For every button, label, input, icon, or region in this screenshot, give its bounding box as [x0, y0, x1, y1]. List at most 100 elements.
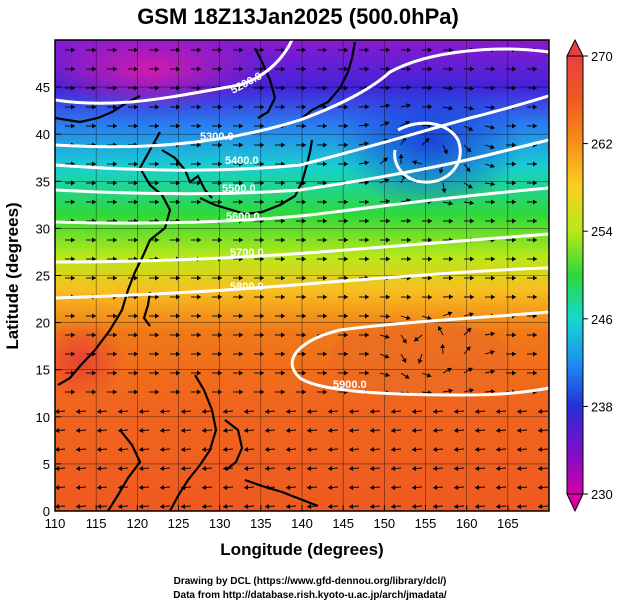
- wind-arrow-head: [76, 427, 81, 433]
- wind-arrow-head: [370, 427, 375, 433]
- wind-arrow-head: [512, 370, 516, 376]
- wind-arrow-head: [365, 47, 369, 53]
- wind-arrow-head: [176, 370, 180, 376]
- wind-arrow-head: [454, 427, 459, 433]
- wind-arrow-head: [71, 275, 75, 281]
- wind-arrow-head: [433, 503, 438, 509]
- wind-arrow-head: [307, 484, 312, 490]
- wind-arrow-head: [490, 369, 495, 375]
- wind-arrow-head: [491, 85, 495, 91]
- wind-arrow-head: [349, 503, 354, 509]
- wind-arrow-head: [155, 389, 159, 395]
- wind-arrow-head: [134, 180, 138, 186]
- wind-arrow-head: [176, 66, 180, 72]
- wind-arrow-head: [364, 104, 369, 110]
- wind-arrow-head: [426, 315, 432, 321]
- wind-arrow-head: [427, 218, 432, 224]
- wind-arrow-head: [490, 331, 495, 337]
- wind-arrow-head: [71, 351, 75, 357]
- wind-arrow-head: [427, 104, 432, 110]
- wind-arrow-head: [260, 313, 264, 319]
- wind-arrow-head: [155, 47, 159, 53]
- wind-arrow-head: [391, 465, 396, 471]
- wind-arrow-head: [496, 446, 501, 452]
- wind-arrow-head: [554, 200, 558, 205]
- wind-arrow-head: [202, 408, 207, 414]
- wind-arrow-head: [76, 484, 81, 490]
- wind-arrow-head: [302, 104, 306, 110]
- wind-arrow-head: [113, 275, 117, 281]
- wind-arrow-head: [469, 294, 474, 300]
- wind-arrow-head: [71, 85, 75, 91]
- y-axis-label: Latitude (degrees): [3, 202, 22, 349]
- wind-arrow-head: [155, 294, 159, 300]
- wind-arrow-head: [118, 446, 123, 452]
- wind-arrow-head: [490, 389, 495, 395]
- map-title: GSM 18Z13Jan2025 (500.0hPa): [137, 4, 459, 29]
- y-tick-label: 30: [36, 221, 50, 236]
- wind-arrow-head: [202, 484, 207, 490]
- credit-drawing: Drawing by DCL (https://www.gfd-dennou.o…: [174, 576, 447, 587]
- wind-arrow-head: [223, 484, 228, 490]
- wind-arrow-head: [202, 465, 207, 471]
- wind-arrow-head: [344, 66, 348, 72]
- wind-arrow-head: [533, 275, 537, 281]
- wind-arrow-head: [404, 374, 410, 379]
- wind-arrow-head: [554, 162, 558, 167]
- wind-arrow-head: [349, 446, 354, 452]
- wind-arrow-head: [412, 484, 417, 490]
- wind-arrow-head: [92, 351, 96, 357]
- wind-arrow-head: [302, 180, 306, 186]
- wind-arrow-head: [307, 503, 312, 509]
- wind-arrow-head: [97, 465, 102, 471]
- x-tick-label: 145: [332, 516, 354, 531]
- x-tick-label: 130: [209, 516, 231, 531]
- wind-arrow-head: [197, 332, 201, 338]
- wind-arrow-head: [433, 427, 438, 433]
- wind-arrow-head: [134, 66, 138, 72]
- wind-arrow-head: [491, 275, 495, 281]
- wind-arrow-head: [197, 275, 201, 281]
- contour-label: 5600.0: [226, 211, 260, 223]
- wind-arrow-head: [134, 389, 138, 395]
- wind-arrow-head: [55, 503, 60, 509]
- wind-arrow-head: [466, 328, 472, 333]
- wind-arrow-head: [302, 66, 306, 72]
- wind-arrow-head: [139, 465, 144, 471]
- wind-arrow-head: [533, 332, 537, 338]
- wind-arrow-head: [386, 237, 390, 243]
- wind-arrow-head: [328, 446, 333, 452]
- wind-arrow-head: [223, 408, 228, 414]
- wind-arrow-head: [467, 183, 473, 189]
- wind-arrow-head: [302, 218, 306, 224]
- wind-arrow-head: [496, 484, 501, 490]
- wind-arrow-head: [454, 484, 459, 490]
- wind-arrow-head: [323, 389, 327, 395]
- wind-arrow-head: [407, 237, 411, 243]
- wind-arrow-head: [364, 141, 369, 147]
- x-tick-label: 155: [415, 516, 437, 531]
- wind-arrow-head: [533, 294, 537, 300]
- wind-arrow-head: [197, 313, 201, 319]
- wind-arrow-head: [260, 142, 264, 148]
- wind-arrow-head: [391, 408, 396, 414]
- wind-arrow-head: [139, 503, 144, 509]
- wind-arrow-head: [470, 218, 474, 224]
- wind-arrow-head: [139, 446, 144, 452]
- wind-arrow-head: [323, 161, 327, 167]
- wind-arrow-head: [385, 103, 390, 109]
- wind-arrow-head: [239, 142, 243, 148]
- wind-arrow-head: [533, 85, 537, 91]
- wind-arrow-head: [385, 334, 390, 340]
- wind-arrow-head: [517, 503, 522, 509]
- wind-arrow-head: [307, 427, 312, 433]
- wind-arrow-head: [113, 104, 117, 110]
- wind-arrow-head: [412, 503, 417, 509]
- wind-arrow-head: [490, 181, 495, 187]
- wind-arrow-head: [134, 85, 138, 91]
- wind-arrow-head: [71, 237, 75, 243]
- wind-arrow-head: [134, 370, 138, 376]
- wind-arrow-head: [512, 66, 516, 72]
- contour-label: 5900.0: [333, 379, 367, 391]
- wind-arrow-head: [386, 47, 390, 53]
